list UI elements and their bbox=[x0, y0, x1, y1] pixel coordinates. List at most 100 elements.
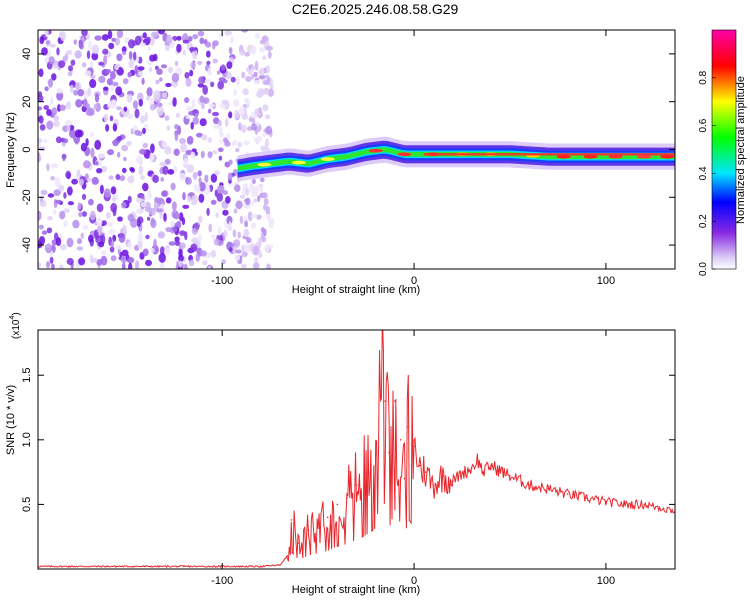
noise-blob bbox=[87, 177, 92, 182]
noise-blob bbox=[77, 238, 82, 245]
x-tick-label: 100 bbox=[597, 275, 615, 287]
noise-blob bbox=[38, 115, 44, 124]
noise-blob bbox=[136, 197, 143, 203]
noise-blob bbox=[204, 78, 212, 84]
ridge-hotspot bbox=[291, 160, 306, 165]
noise-blob bbox=[242, 186, 246, 197]
noise-blob bbox=[89, 78, 97, 89]
noise-blob bbox=[250, 123, 257, 131]
snr-point bbox=[419, 464, 421, 467]
noise-blob bbox=[138, 165, 143, 176]
noise-blob bbox=[251, 118, 256, 126]
noise-blob bbox=[66, 124, 71, 133]
noise-blob bbox=[233, 89, 238, 97]
noise-blob bbox=[166, 125, 171, 131]
noise-blob bbox=[147, 46, 151, 52]
noise-blob bbox=[139, 148, 147, 155]
noise-blob bbox=[122, 262, 126, 269]
ridge-hotspot bbox=[660, 154, 675, 159]
noise-blob bbox=[69, 84, 74, 94]
noise-blob bbox=[185, 177, 192, 185]
noise-blob bbox=[72, 219, 80, 229]
noise-blob bbox=[204, 174, 209, 183]
noise-blob bbox=[44, 30, 49, 38]
noise-blob bbox=[257, 250, 263, 259]
noise-blob bbox=[199, 250, 207, 257]
noise-blob bbox=[247, 126, 252, 132]
noise-blob bbox=[190, 243, 198, 252]
noise-blob bbox=[123, 156, 127, 162]
noise-blob bbox=[122, 51, 127, 56]
y-tick-label: 40 bbox=[21, 48, 33, 60]
noise-blob bbox=[151, 31, 159, 37]
noise-blob bbox=[145, 259, 152, 267]
snr-point bbox=[279, 564, 281, 566]
ridge-hotspot bbox=[556, 154, 571, 159]
noise-blob bbox=[88, 234, 94, 243]
noise-blob bbox=[260, 227, 265, 233]
noise-blob bbox=[149, 104, 156, 111]
noise-blob bbox=[65, 101, 71, 110]
noise-blob bbox=[84, 70, 92, 77]
noise-blob bbox=[227, 172, 233, 181]
noise-blob bbox=[228, 221, 232, 230]
snr-point bbox=[451, 480, 454, 483]
snr-point bbox=[643, 503, 646, 506]
noise-blob bbox=[185, 77, 192, 87]
noise-blob bbox=[49, 256, 54, 264]
noise-blob bbox=[228, 159, 233, 165]
noise-blob bbox=[228, 47, 233, 55]
noise-blob bbox=[172, 97, 177, 107]
noise-blob bbox=[148, 66, 153, 73]
noise-blob bbox=[238, 122, 242, 131]
noise-blob bbox=[234, 254, 241, 261]
noise-blob bbox=[68, 65, 73, 72]
noise-blob bbox=[179, 230, 186, 236]
noise-blob bbox=[190, 151, 196, 159]
noise-blob bbox=[264, 114, 271, 120]
noise-blob bbox=[117, 216, 123, 222]
snr-point bbox=[355, 484, 358, 486]
noise-blob bbox=[110, 186, 117, 195]
noise-blob bbox=[225, 196, 231, 204]
noise-blob bbox=[62, 153, 66, 162]
noise-blob bbox=[130, 167, 135, 173]
noise-blob bbox=[259, 67, 265, 76]
noise-blob bbox=[181, 217, 186, 226]
spectrogram-ylabel: Frequency (Hz) bbox=[5, 112, 17, 188]
noise-blob bbox=[53, 115, 60, 121]
noise-blob bbox=[221, 79, 228, 84]
noise-blob bbox=[260, 145, 268, 152]
noise-blob bbox=[144, 112, 148, 122]
noise-blob bbox=[81, 211, 87, 217]
ridge-hotspot bbox=[257, 162, 272, 167]
noise-blob bbox=[174, 131, 179, 142]
noise-blob bbox=[239, 194, 246, 199]
noise-blob bbox=[38, 146, 46, 151]
noise-blob bbox=[80, 142, 87, 152]
noise-blob bbox=[224, 140, 231, 147]
noise-blob bbox=[245, 75, 252, 82]
noise-blob bbox=[182, 192, 186, 201]
noise-blob bbox=[167, 169, 175, 175]
noise-blob bbox=[53, 120, 60, 128]
noise-blob bbox=[210, 81, 215, 88]
noise-blob bbox=[107, 101, 112, 109]
snr-point bbox=[346, 497, 348, 499]
snr-point bbox=[490, 464, 492, 467]
noise-blob bbox=[51, 107, 58, 116]
snr-ylabel: SNR (10 * v/v) bbox=[5, 385, 17, 455]
noise-blob bbox=[95, 161, 99, 166]
noise-blob bbox=[137, 66, 145, 71]
noise-blob bbox=[112, 123, 118, 132]
spectrogram-marks bbox=[38, 30, 675, 269]
snr-frame bbox=[37, 329, 676, 570]
noise-blob bbox=[217, 80, 224, 90]
noise-blob bbox=[198, 181, 206, 192]
noise-blob bbox=[116, 106, 122, 111]
noise-blob bbox=[260, 177, 265, 183]
noise-blob bbox=[187, 195, 192, 203]
noise-blob bbox=[192, 116, 199, 125]
noise-blob bbox=[50, 163, 59, 169]
y-tick-label: 0 bbox=[21, 146, 33, 152]
